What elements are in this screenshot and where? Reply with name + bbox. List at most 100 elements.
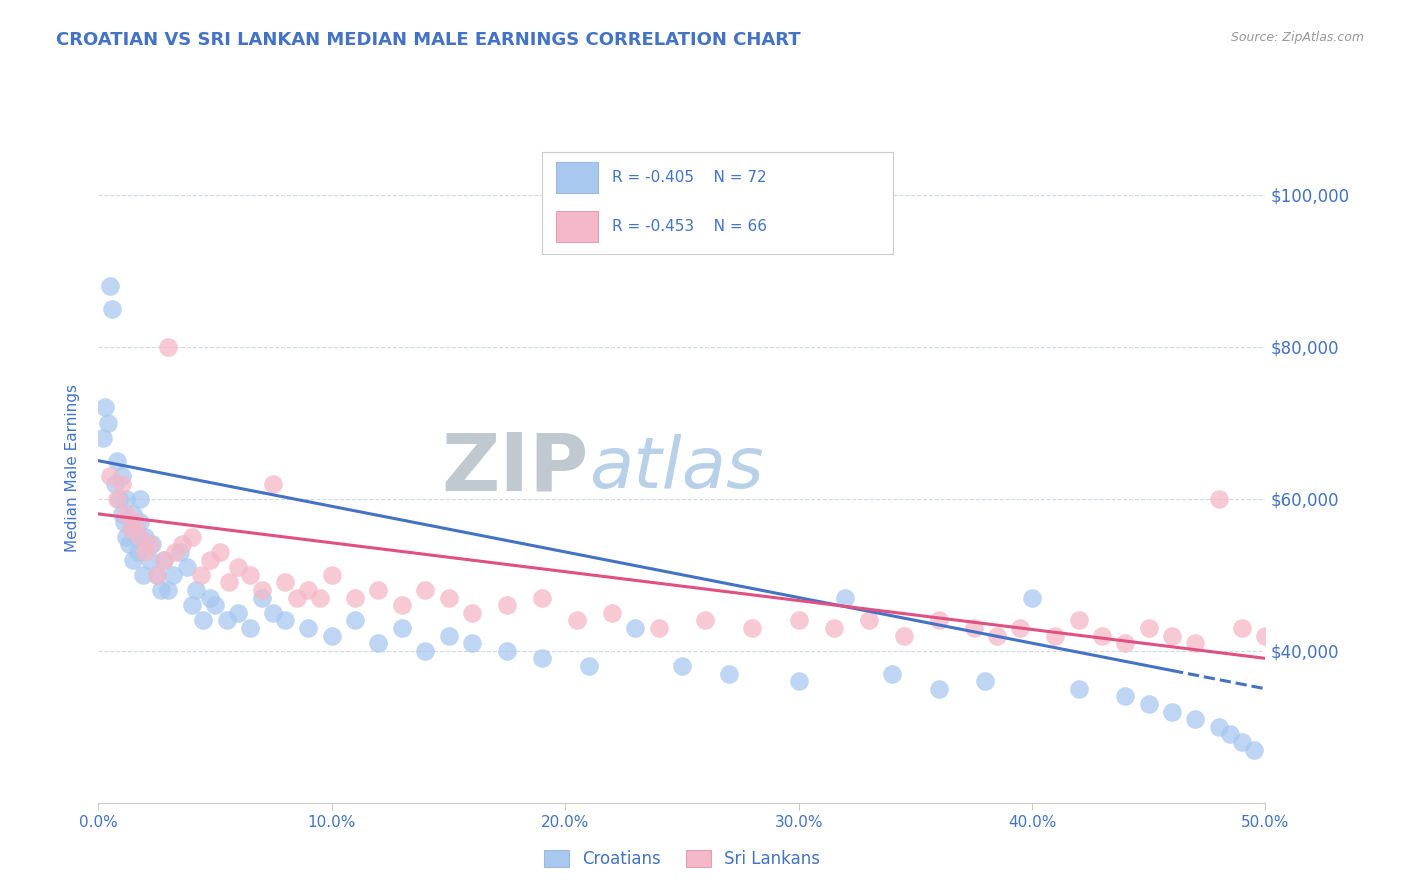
Point bbox=[1208, 491, 1230, 506]
Point bbox=[1254, 628, 1277, 642]
Point bbox=[218, 575, 240, 590]
Point bbox=[152, 552, 174, 566]
Point bbox=[1161, 705, 1184, 719]
Point bbox=[200, 591, 222, 605]
Point bbox=[94, 401, 117, 415]
Text: CROATIAN VS SRI LANKAN MEDIAN MALE EARNINGS CORRELATION CHART: CROATIAN VS SRI LANKAN MEDIAN MALE EARNI… bbox=[56, 31, 801, 49]
Point bbox=[104, 476, 127, 491]
Point bbox=[1289, 628, 1312, 642]
Point bbox=[1137, 697, 1160, 711]
Point bbox=[285, 591, 308, 605]
Point bbox=[125, 530, 148, 544]
Point bbox=[157, 582, 180, 597]
Point bbox=[321, 628, 343, 642]
Point bbox=[1114, 636, 1136, 650]
Point bbox=[787, 613, 810, 627]
Point bbox=[1010, 621, 1032, 635]
Point bbox=[200, 552, 222, 566]
Point bbox=[115, 507, 138, 521]
Point bbox=[111, 476, 134, 491]
Text: Source: ZipAtlas.com: Source: ZipAtlas.com bbox=[1230, 31, 1364, 45]
Text: ZIP: ZIP bbox=[441, 429, 589, 508]
Point bbox=[115, 491, 138, 506]
Point bbox=[367, 582, 389, 597]
Text: atlas: atlas bbox=[589, 434, 763, 503]
Point bbox=[1184, 636, 1206, 650]
Point bbox=[193, 613, 215, 627]
Point bbox=[101, 301, 124, 316]
Point bbox=[1161, 628, 1184, 642]
Point bbox=[565, 613, 588, 627]
Point bbox=[437, 591, 460, 605]
Legend: Croatians, Sri Lankans: Croatians, Sri Lankans bbox=[537, 843, 827, 875]
Point bbox=[169, 545, 191, 559]
Point bbox=[162, 567, 184, 582]
Point bbox=[139, 552, 162, 566]
Point bbox=[495, 644, 517, 658]
Point bbox=[437, 628, 460, 642]
Point bbox=[858, 613, 880, 627]
Point bbox=[108, 491, 131, 506]
Point bbox=[115, 530, 138, 544]
Point bbox=[495, 598, 517, 612]
Point bbox=[391, 621, 413, 635]
Point bbox=[297, 621, 319, 635]
Point bbox=[146, 567, 169, 582]
Point bbox=[157, 340, 180, 354]
Point bbox=[274, 575, 297, 590]
Point bbox=[98, 278, 121, 293]
Point bbox=[228, 560, 250, 574]
Point bbox=[600, 606, 623, 620]
Point bbox=[215, 613, 238, 627]
Point bbox=[120, 522, 142, 536]
Point bbox=[111, 469, 134, 483]
Point bbox=[391, 598, 413, 612]
Point bbox=[1208, 720, 1230, 734]
Point bbox=[111, 507, 134, 521]
Point bbox=[928, 681, 950, 696]
Point bbox=[413, 644, 436, 658]
Point bbox=[962, 621, 984, 635]
Point bbox=[834, 591, 856, 605]
Point bbox=[180, 598, 202, 612]
Y-axis label: Median Male Earnings: Median Male Earnings bbox=[65, 384, 80, 552]
Point bbox=[1067, 681, 1090, 696]
FancyBboxPatch shape bbox=[555, 162, 598, 193]
Point bbox=[97, 416, 120, 430]
Point bbox=[1137, 621, 1160, 635]
Point bbox=[1336, 651, 1358, 665]
Point bbox=[132, 567, 155, 582]
Point bbox=[262, 606, 284, 620]
Point bbox=[262, 476, 284, 491]
Point bbox=[122, 552, 145, 566]
Point bbox=[1230, 621, 1253, 635]
Point bbox=[120, 522, 142, 536]
Point bbox=[250, 591, 273, 605]
Point bbox=[893, 628, 915, 642]
Point bbox=[112, 515, 135, 529]
Point bbox=[186, 582, 208, 597]
Point bbox=[239, 567, 262, 582]
Point bbox=[91, 431, 114, 445]
Point bbox=[647, 621, 669, 635]
Point bbox=[1324, 636, 1347, 650]
Point bbox=[105, 491, 128, 506]
Point bbox=[1067, 613, 1090, 627]
Point bbox=[1219, 727, 1241, 741]
FancyBboxPatch shape bbox=[555, 211, 598, 242]
Point bbox=[98, 469, 121, 483]
Point bbox=[134, 530, 156, 544]
Point bbox=[134, 545, 156, 559]
Point bbox=[461, 636, 484, 650]
Text: R = -0.405    N = 72: R = -0.405 N = 72 bbox=[612, 169, 766, 185]
Point bbox=[1021, 591, 1043, 605]
Point bbox=[344, 591, 367, 605]
Point bbox=[125, 515, 148, 529]
Point bbox=[118, 537, 141, 551]
Point bbox=[928, 613, 950, 627]
Point bbox=[129, 530, 152, 544]
Point bbox=[624, 621, 647, 635]
Point bbox=[204, 598, 226, 612]
Point bbox=[986, 628, 1008, 642]
Point bbox=[129, 515, 152, 529]
